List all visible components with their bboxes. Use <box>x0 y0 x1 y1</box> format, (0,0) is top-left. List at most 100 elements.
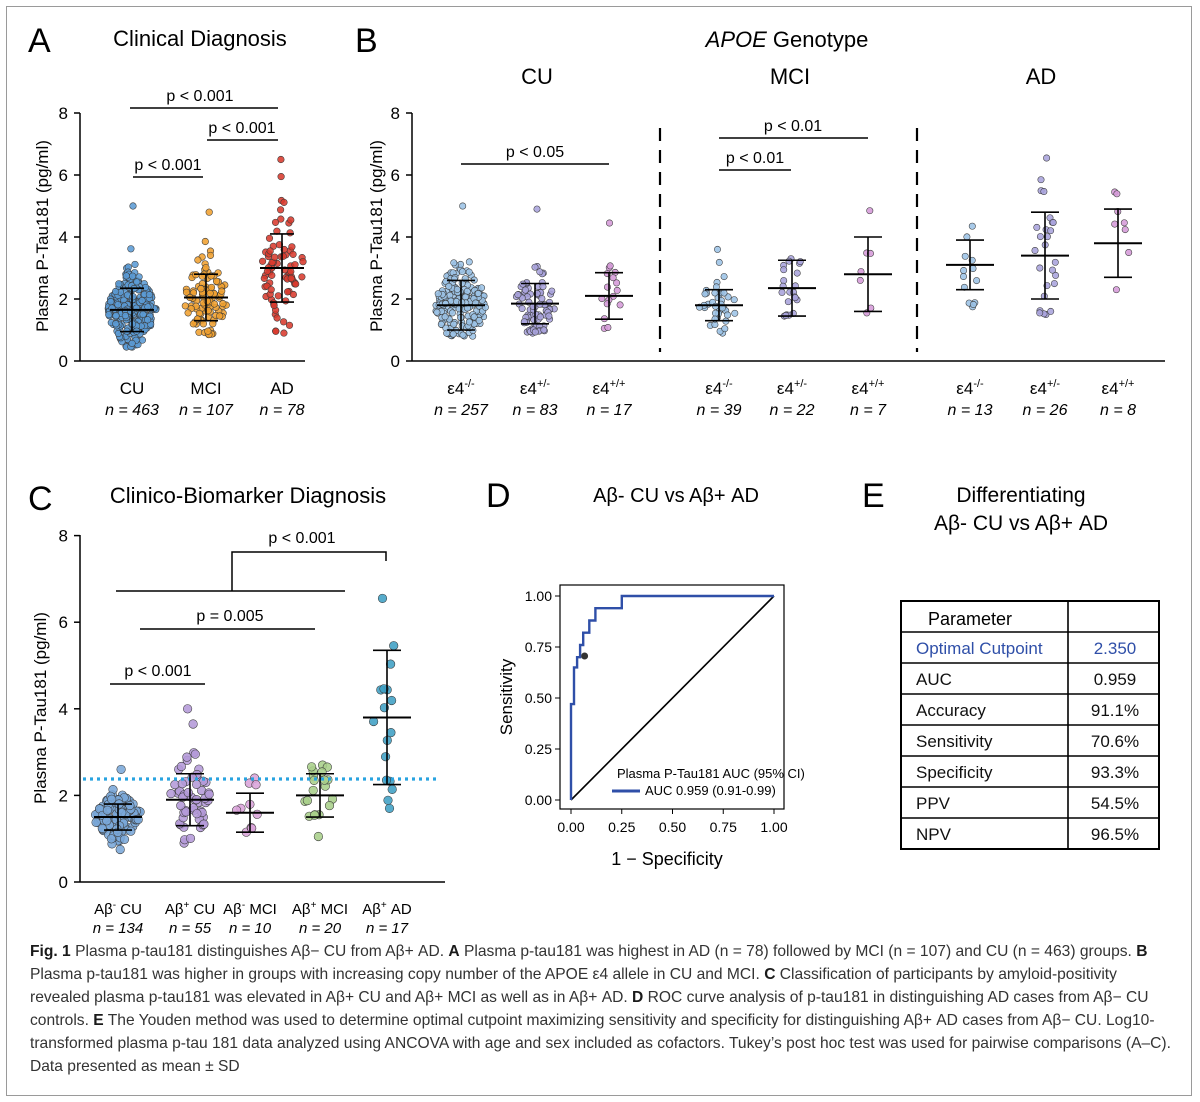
panel-b-data-point <box>433 308 441 316</box>
panel-a-data-point <box>139 310 147 318</box>
panel-c-y-tick-label: 4 <box>59 700 68 719</box>
panel-c-group-n: n = 20 <box>299 920 342 935</box>
panel-a-data-point <box>210 300 218 308</box>
panel-a-data-point <box>122 272 130 280</box>
panel-b-data-point <box>1125 249 1133 256</box>
panel-b-data-point <box>518 305 526 312</box>
metrics-table-parameter: AUC <box>916 670 952 689</box>
panel-a-pvalue-mci-ad: p < 0.001 <box>208 120 275 137</box>
panel-b-pvalue-cu: p < 0.05 <box>506 144 564 161</box>
roc-x-tick-label: 0.25 <box>608 819 635 835</box>
panel-e-title-line1: Differentiating <box>956 484 1085 507</box>
panel-c-title: Clinico-Biomarker Diagnosis <box>110 483 386 508</box>
panel-b-data-point <box>450 275 458 283</box>
panel-b-data-point <box>780 266 788 274</box>
metrics-table-value: 0.959 <box>1094 670 1137 689</box>
panel-a-data-point <box>133 278 141 286</box>
panel-c-data-point <box>183 788 193 798</box>
panel-c-letter: C <box>28 480 53 518</box>
panel-a-data-point <box>129 202 137 210</box>
panel-a-y-axis-label: Plasma P-Tau181 (pg/ml) <box>33 140 52 332</box>
panel-b-data-point <box>530 316 538 324</box>
panel-a-group-label: AD <box>270 379 294 398</box>
panel-b-data-point <box>1046 214 1054 222</box>
panel-a-data-point <box>138 296 146 305</box>
panel-a-data-point <box>260 274 268 282</box>
panel-c-data-point <box>106 834 116 844</box>
group-label-suffix: AD <box>387 901 412 918</box>
metrics-table: Parameter Optimal Cutpoint 2.350 AUC 0.959 A… <box>900 600 1160 850</box>
roc-y-tick-label: 0.50 <box>525 690 552 706</box>
panel-e-letter: E <box>862 477 885 515</box>
panel-b-title-rest: Genotype <box>767 27 869 52</box>
panel-a-y-tick-label: 6 <box>59 166 68 185</box>
panel-c-data-point <box>176 801 186 811</box>
panel-b-data-point <box>960 273 967 280</box>
panel-c-data-point <box>177 779 187 789</box>
panel-b-data-point <box>1047 227 1055 235</box>
panel-b-data-point <box>1111 220 1119 228</box>
panel-b-data-point <box>536 313 544 321</box>
panel-c-data-point <box>115 844 125 855</box>
panel-a-data-point <box>194 256 202 264</box>
panel-b-group-n: n = 7 <box>850 402 887 419</box>
panel-b-data-point <box>478 284 486 292</box>
panel-c-data-point <box>181 807 191 817</box>
panel-b-data-point <box>1049 219 1057 226</box>
panel-a-data-point <box>107 298 115 306</box>
panel-c-data-point <box>369 716 379 727</box>
allele-base: ε4 <box>520 379 537 398</box>
panel-b-genotype-label: ε4+/+ <box>1102 378 1135 398</box>
panel-b-data-point <box>458 268 466 276</box>
metrics-table-parameter: NPV <box>916 825 952 844</box>
panel-a-data-point <box>287 267 295 276</box>
panel-b-data-point <box>721 325 729 333</box>
panel-b-data-point <box>963 233 971 241</box>
panel-b-data-point <box>711 289 719 297</box>
panel-a-title: Clinical Diagnosis <box>113 26 287 51</box>
roc-x-tick-label: 0.75 <box>710 819 737 835</box>
panel-c-data-point <box>199 819 209 829</box>
panel-b-data-point <box>514 291 522 299</box>
panel-b-title: APOE Genotype <box>704 27 869 52</box>
panel-b-data-point <box>606 219 613 227</box>
allele-base: ε4 <box>447 379 464 398</box>
panel-b-title-gene: APOE <box>704 27 767 52</box>
panel-b-data-point <box>613 286 621 294</box>
roc-y-tick-label: 1.00 <box>525 588 552 604</box>
caption-e: The Youden method was used to determine … <box>30 1012 1171 1075</box>
group-label-superscript: - <box>242 900 245 911</box>
panel-a-data-point <box>131 260 139 268</box>
panel-a: A Clinical Diagnosis Plasma P-Tau181 (pg… <box>28 22 307 419</box>
panel-c: C Clinico-Biomarker Diagnosis Plasma P-T… <box>28 480 445 935</box>
panel-b-data-point <box>533 205 541 213</box>
panel-b-data-point <box>793 269 801 277</box>
allele-superscript: +/+ <box>869 378 885 390</box>
panel-a-data-point <box>128 339 136 347</box>
panel-a-data-point <box>218 287 226 295</box>
panel-a-data-point <box>259 257 267 265</box>
group-label-base: Aβ <box>165 901 184 918</box>
panel-a-data-point <box>289 290 297 299</box>
panel-a-data-point <box>213 277 221 285</box>
allele-superscript: +/+ <box>610 378 626 390</box>
panel-c-data-point <box>102 805 112 815</box>
panel-c-data-point <box>387 784 397 794</box>
panel-b-data-point <box>784 298 792 306</box>
group-label-superscript: + <box>183 900 189 911</box>
metrics-table-value: 96.5% <box>1091 825 1139 844</box>
panel-a-data-point <box>286 229 294 237</box>
group-label-suffix: CU <box>116 901 142 918</box>
panel-b-data-point <box>778 288 786 296</box>
group-label-base: Aβ <box>223 901 242 918</box>
panel-c-data-point <box>307 762 317 772</box>
panel-a-data-point <box>268 271 276 279</box>
panel-d-title: Aβ- CU vs Aβ+ AD <box>593 485 759 507</box>
panel-a-group-label: CU <box>120 379 145 398</box>
panel-c-group-n: n = 55 <box>169 920 212 935</box>
panel-b: B APOE Genotype CU MCI AD Plasma P-Tau18… <box>355 22 1165 419</box>
panel-b-y-tick-label: 0 <box>391 352 400 371</box>
panel-c-data-point <box>192 779 202 789</box>
panel-a-data-point <box>274 292 282 300</box>
roc-y-tick-label: 0.25 <box>525 741 552 757</box>
